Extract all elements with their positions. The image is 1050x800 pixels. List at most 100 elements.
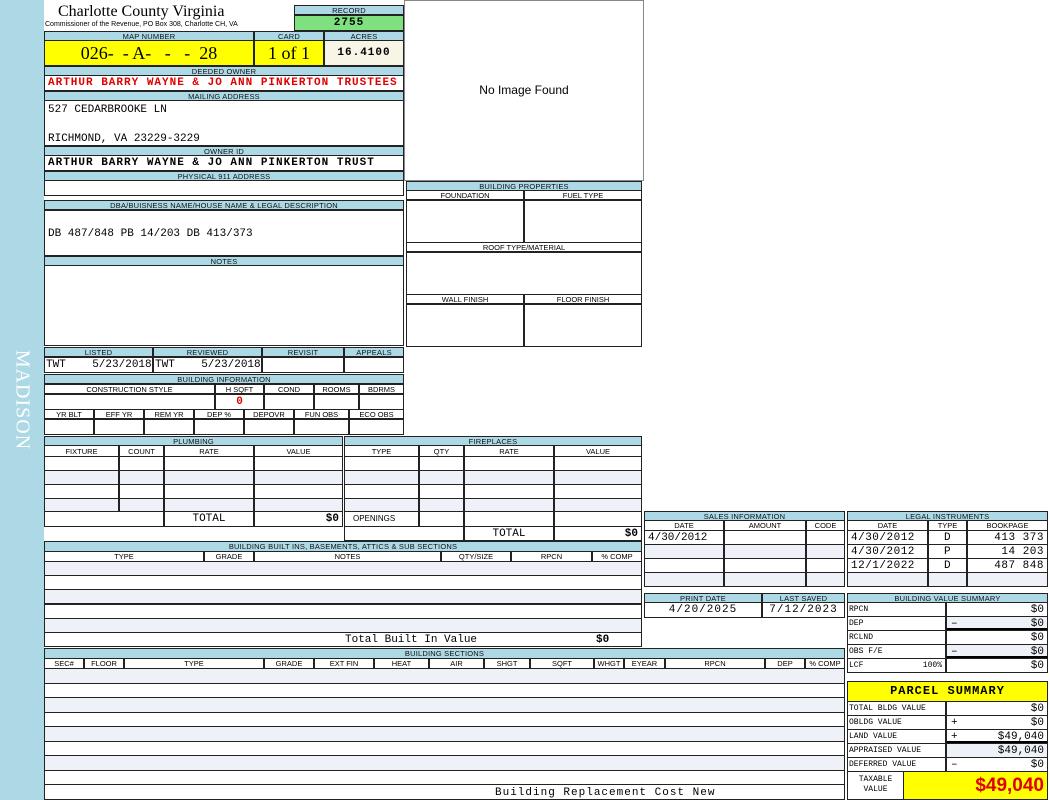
building-info-value[interactable] (244, 419, 294, 435)
deeded-owner[interactable]: ARTHUR BARRY WAYNE & JO ANN PINKERTON TR… (44, 75, 404, 91)
section-row[interactable] (44, 711, 845, 727)
instrument-cell[interactable]: 413 373 (967, 530, 1048, 545)
instrument-cell[interactable] (847, 572, 928, 587)
section-row[interactable] (44, 726, 845, 742)
fireplace-cell[interactable] (344, 484, 419, 499)
plumbing-cell[interactable] (254, 456, 343, 471)
plumbing-cell[interactable] (254, 484, 343, 499)
building-info-header: ROOMS (314, 384, 359, 394)
foundation-value[interactable] (406, 200, 524, 243)
fireplace-cell[interactable] (344, 470, 419, 485)
fireplace-cell[interactable] (464, 456, 554, 471)
instrument-cell[interactable]: 4/30/2012 (847, 530, 928, 545)
value-summary-value: – $0 (946, 644, 1048, 659)
instrument-cell[interactable]: 14 203 (967, 544, 1048, 559)
instrument-cell[interactable] (967, 572, 1048, 587)
sales-cell[interactable] (644, 572, 724, 587)
listed-value[interactable]: TWT 5/23/2018 (44, 357, 153, 373)
builtins-row[interactable] (44, 561, 642, 576)
plumbing-cell[interactable] (164, 456, 254, 471)
fireplace-cell[interactable] (419, 484, 464, 499)
plumbing-cell[interactable] (44, 470, 119, 485)
fireplace-cell[interactable] (554, 484, 642, 499)
physical-address[interactable] (44, 180, 404, 196)
building-info-value[interactable] (264, 394, 314, 410)
instrument-cell[interactable]: 487 848 (967, 558, 1048, 573)
section-row[interactable] (44, 769, 845, 785)
instrument-cell[interactable]: P (928, 544, 967, 559)
sales-cell[interactable] (806, 544, 845, 559)
plumbing-cell[interactable] (254, 470, 343, 485)
plumbing-cell[interactable] (119, 470, 164, 485)
building-info-value[interactable]: 0 (215, 394, 264, 410)
sales-cell[interactable] (724, 558, 806, 573)
plumbing-cell[interactable] (44, 484, 119, 499)
sales-cell[interactable] (644, 544, 724, 559)
fireplace-cell[interactable] (419, 456, 464, 471)
plumbing-cell[interactable] (164, 484, 254, 499)
floor-finish-value[interactable] (524, 304, 642, 347)
replacement-cost-label: Building Replacement Cost New (495, 787, 716, 799)
sales-cell[interactable] (724, 530, 806, 545)
fireplace-cell[interactable] (464, 470, 554, 485)
sales-cell[interactable] (724, 572, 806, 587)
builtins-row[interactable] (44, 603, 642, 619)
last-saved: 7/12/2023 (762, 602, 845, 618)
building-info-value[interactable] (294, 419, 349, 435)
section-row[interactable] (44, 668, 845, 684)
plumbing-cell[interactable] (164, 470, 254, 485)
fireplace-cell[interactable] (419, 470, 464, 485)
mailing-address[interactable]: 527 CEDARBROOKE LN RICHMOND, VA 23229-322… (44, 100, 404, 146)
sales-cell[interactable] (644, 558, 724, 573)
legal-description[interactable]: DB 487/848 PB 14/203 DB 413/373 (44, 210, 404, 256)
appeals-value[interactable] (344, 357, 404, 373)
building-info-value[interactable] (314, 394, 359, 410)
reviewed-value[interactable]: TWT 5/23/2018 (153, 357, 262, 373)
plumbing-cell[interactable] (44, 456, 119, 471)
openings-cell[interactable] (419, 511, 464, 527)
builtins-row[interactable] (44, 617, 642, 633)
sales-cell[interactable] (806, 558, 845, 573)
builtins-row[interactable] (44, 575, 642, 591)
amount: $0 (1030, 759, 1044, 771)
section-row[interactable] (44, 740, 845, 756)
instrument-cell[interactable]: 4/30/2012 (847, 544, 928, 559)
fireplace-cell[interactable] (554, 456, 642, 471)
openings-cell[interactable] (464, 511, 554, 527)
plumbing-cell[interactable] (119, 456, 164, 471)
parcel-summary-label: PARCEL SUMMARY (847, 681, 1048, 702)
building-info-value[interactable] (349, 419, 404, 435)
building-info-value[interactable] (94, 419, 144, 435)
sales-cell[interactable] (806, 530, 845, 545)
building-info-value[interactable] (359, 394, 404, 410)
section-footer-row: Building Replacement Cost New (44, 784, 845, 800)
sales-cell[interactable] (806, 572, 845, 587)
section-row[interactable] (44, 697, 845, 713)
building-info-value[interactable] (144, 419, 194, 435)
owner-id[interactable]: ARTHUR BARRY WAYNE & JO ANN PINKERTON TR… (44, 155, 404, 171)
wall-finish-value[interactable] (406, 304, 524, 347)
section-row[interactable] (44, 682, 845, 698)
instrument-cell[interactable] (928, 572, 967, 587)
building-info-value[interactable] (44, 419, 94, 435)
openings-cell[interactable] (554, 511, 642, 527)
instrument-cell[interactable]: D (928, 558, 967, 573)
building-info-header: CONSTRUCTION STYLE (44, 384, 215, 394)
building-info-header: COND (264, 384, 314, 394)
instrument-cell[interactable]: 12/1/2022 (847, 558, 928, 573)
plumbing-cell[interactable] (119, 484, 164, 499)
building-info-value[interactable] (194, 419, 244, 435)
builtins-row[interactable] (44, 589, 642, 605)
roof-type-value[interactable] (406, 252, 642, 295)
fireplace-cell[interactable] (464, 484, 554, 499)
fireplace-cell[interactable] (344, 456, 419, 471)
sales-cell[interactable] (724, 544, 806, 559)
section-row[interactable] (44, 755, 845, 771)
fuel-type-value[interactable] (524, 200, 642, 243)
fireplace-cell[interactable] (554, 470, 642, 485)
building-info-value[interactable] (44, 394, 215, 410)
sales-cell[interactable]: 4/30/2012 (644, 530, 724, 545)
revisit-value[interactable] (262, 357, 344, 373)
notes-field[interactable] (44, 265, 404, 346)
instrument-cell[interactable]: D (928, 530, 967, 545)
